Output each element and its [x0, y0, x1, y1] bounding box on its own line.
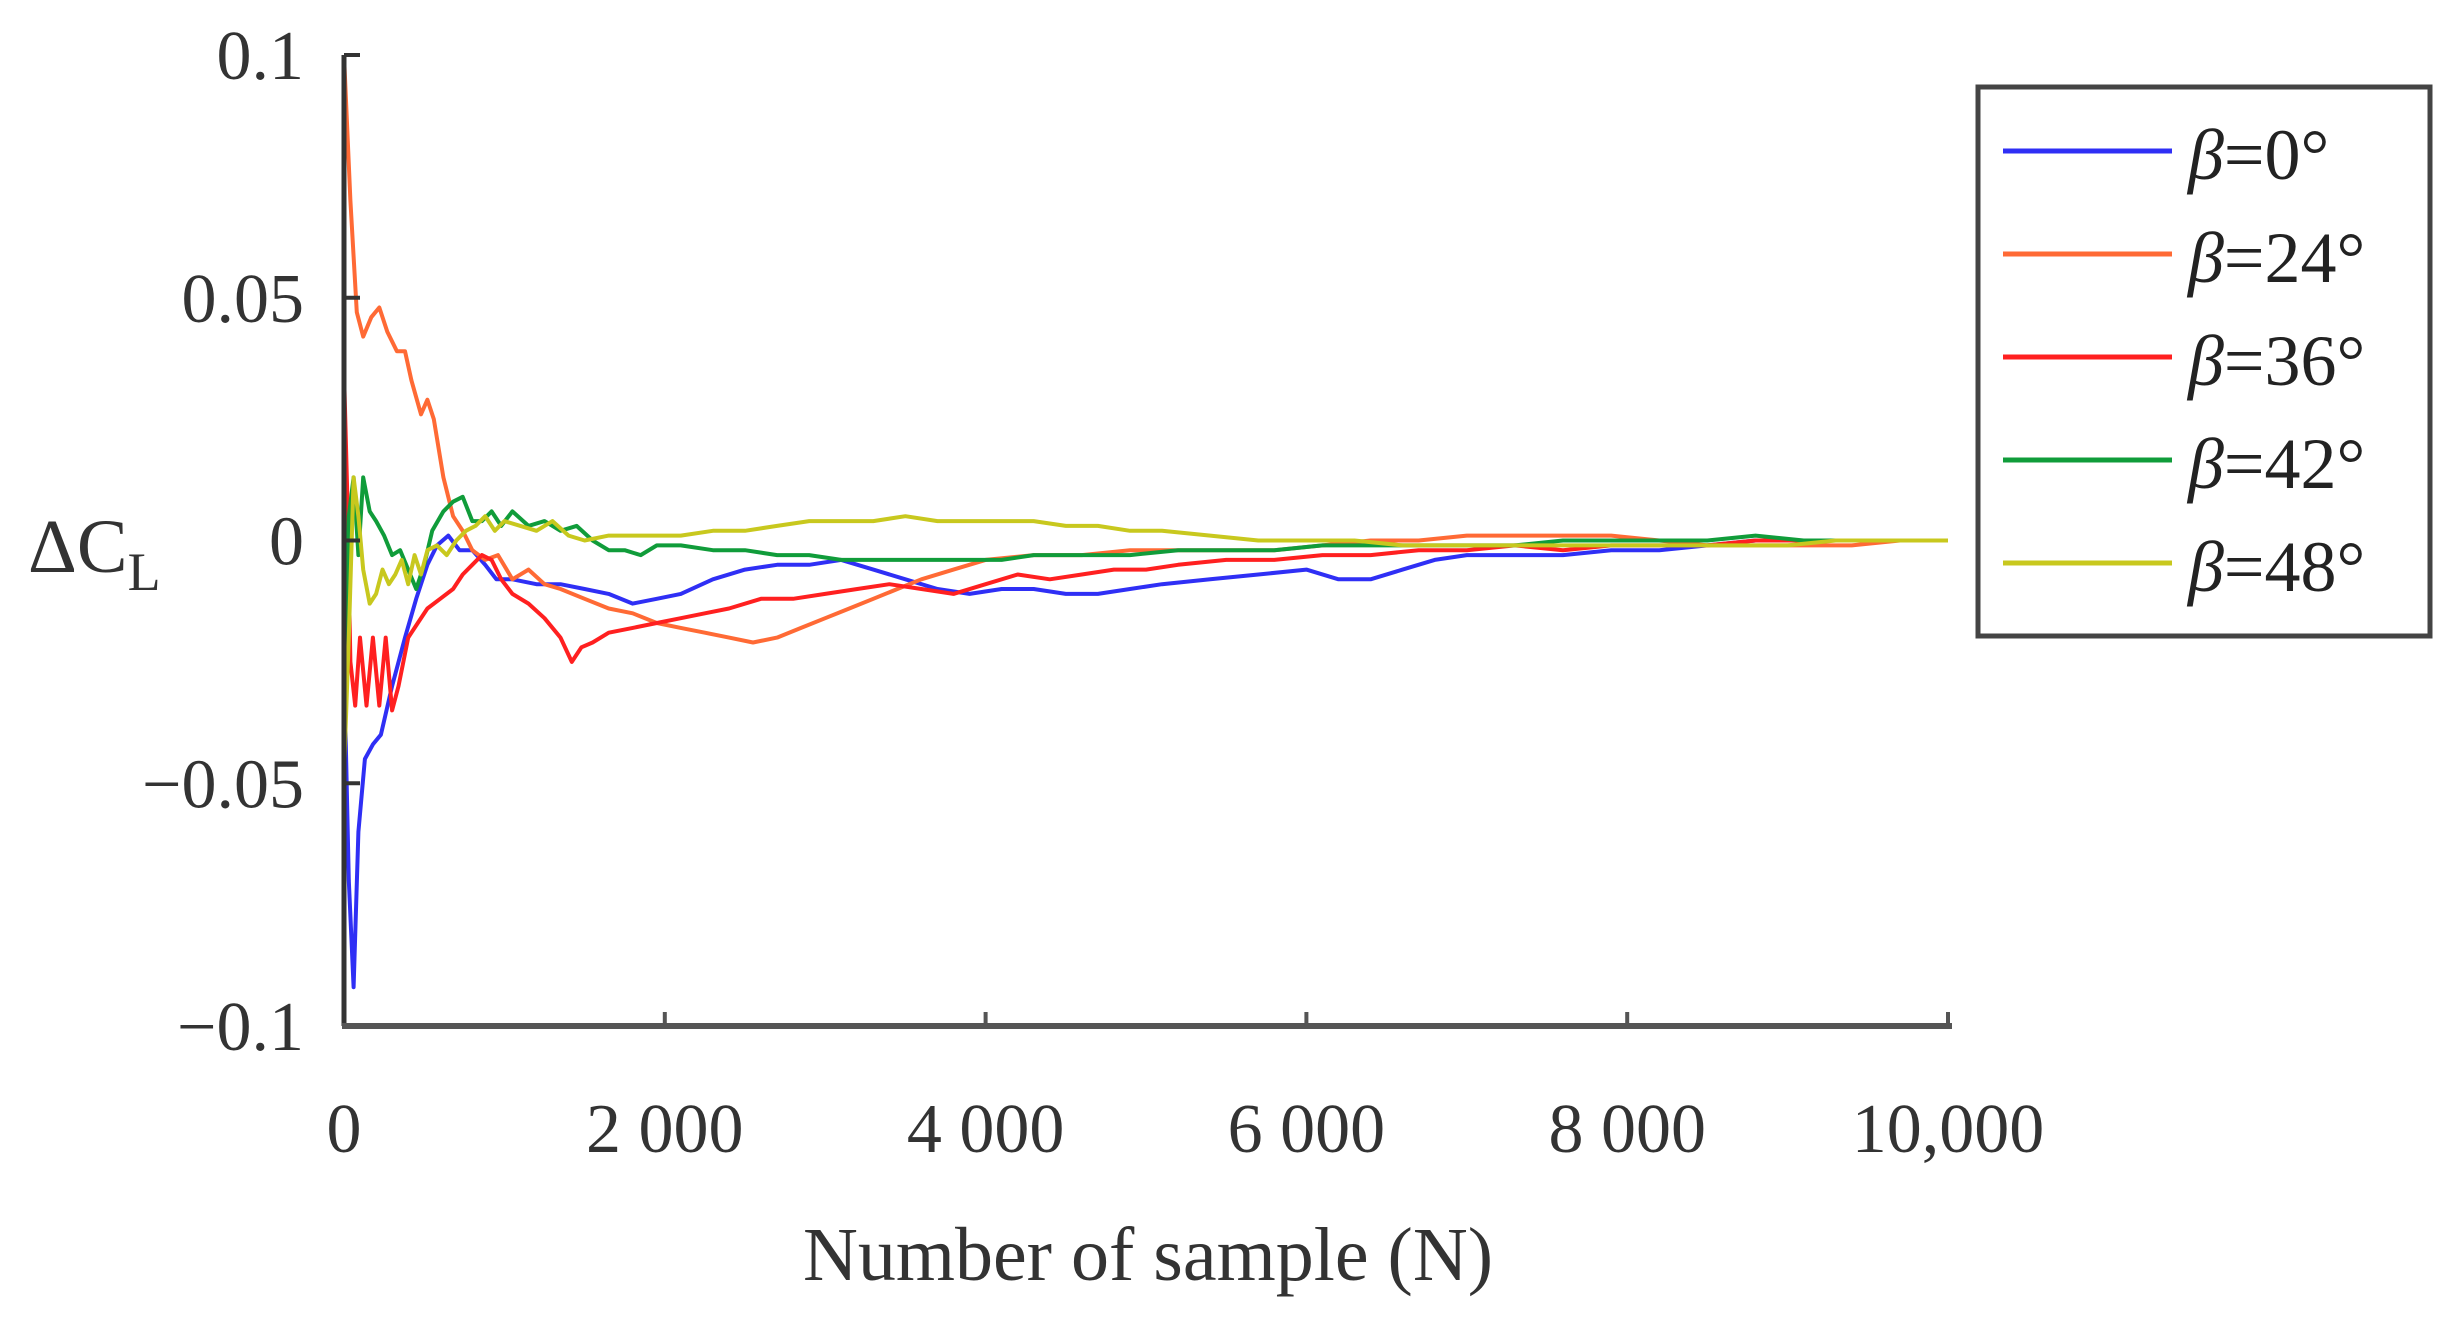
y-tick-label: −0.1 — [177, 989, 304, 1066]
x-axis-title: Number of sample (N) — [803, 1213, 1493, 1297]
legend-box — [1975, 84, 2433, 639]
y-tick-label: 0 — [269, 504, 304, 581]
legend-label: β=48° — [2186, 527, 2365, 607]
legend-label: β=24° — [2186, 218, 2365, 298]
x-tick-label: 10,000 — [1852, 1091, 2045, 1168]
series-line-4 — [342, 475, 1948, 774]
legend-item: β=24° — [2003, 218, 2365, 298]
series-line-3 — [342, 475, 1948, 760]
y-tick-label: 0.1 — [217, 18, 305, 95]
series-line-1 — [342, 54, 1948, 645]
x-ticks: 0 2 000 4 000 6 000 8 000 10,000 — [327, 1012, 2045, 1168]
y-tick-label: 0.05 — [182, 261, 305, 338]
legend-label: β=0° — [2186, 115, 2329, 195]
x-tick-label: 2 000 — [586, 1091, 744, 1168]
series-line-0 — [342, 533, 1948, 990]
legend-item: β=0° — [2003, 115, 2329, 195]
series-line-2 — [342, 370, 1948, 713]
legend: β=0° β=24° β=36° β=42° β=48° — [1975, 84, 2433, 639]
x-axis: 0 2 000 4 000 6 000 8 000 10,000 — [327, 1012, 2045, 1168]
plot-lines — [342, 54, 1948, 990]
y-axis: 0.1 0.05 0 −0.05 −0.1 — [142, 18, 360, 1066]
legend-items: β=0° β=24° β=36° β=42° β=48° — [2003, 115, 2365, 607]
legend-item: β=36° — [2003, 321, 2365, 401]
y-tick-label: −0.05 — [142, 746, 304, 823]
x-tick-label: 0 — [327, 1091, 362, 1168]
x-tick-label: 6 000 — [1228, 1091, 1386, 1168]
legend-label: β=36° — [2186, 321, 2365, 401]
legend-item: β=48° — [2003, 527, 2365, 607]
legend-label: β=42° — [2186, 424, 2365, 504]
legend-item: β=42° — [2003, 424, 2365, 504]
x-tick-label: 8 000 — [1548, 1091, 1706, 1168]
y-ticks: 0.1 0.05 0 −0.05 −0.1 — [142, 18, 360, 1066]
x-tick-label: 4 000 — [907, 1091, 1065, 1168]
y-axis-title: ΔCL — [28, 505, 161, 602]
